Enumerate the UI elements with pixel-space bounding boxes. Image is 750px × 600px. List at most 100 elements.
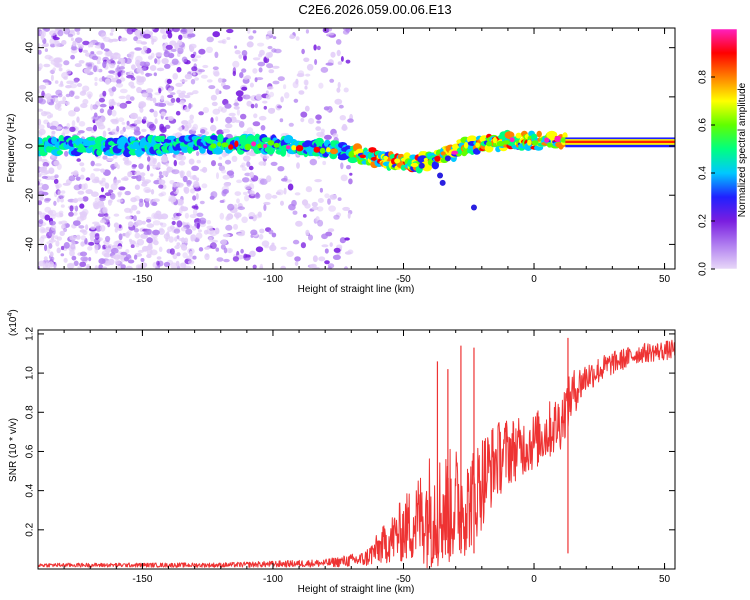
noise-speckle — [125, 249, 130, 254]
noise-speckle — [210, 117, 214, 124]
noise-speckle — [44, 197, 52, 202]
noise-speckle — [58, 67, 63, 72]
noise-speckle — [53, 178, 59, 185]
noise-speckle — [53, 40, 61, 48]
noise-speckle — [252, 264, 257, 269]
noise-speckle — [112, 154, 118, 159]
noise-speckle — [242, 177, 250, 183]
noise-speckle — [106, 157, 114, 162]
noise-speckle — [246, 161, 251, 168]
noise-speckle — [152, 220, 161, 226]
noise-speckle — [251, 131, 256, 136]
noise-speckle — [72, 40, 77, 47]
noise-speckle — [175, 110, 181, 116]
noise-speckle — [172, 182, 178, 188]
noise-speckle — [44, 214, 51, 221]
noise-speckle — [144, 189, 152, 193]
noise-speckle — [141, 128, 147, 133]
noise-speckle — [186, 255, 194, 260]
noise-speckle — [79, 162, 85, 167]
noise-speckle — [308, 234, 313, 241]
noise-speckle — [43, 165, 48, 171]
noise-speckle — [271, 232, 277, 238]
noise-speckle — [41, 90, 45, 98]
noise-speckle — [235, 214, 240, 220]
noise-speckle — [62, 128, 70, 135]
noise-speckle — [60, 220, 68, 225]
noise-speckle — [325, 62, 334, 66]
noise-speckle — [146, 223, 155, 228]
noise-speckle — [263, 105, 267, 110]
noise-speckle — [165, 124, 171, 129]
noise-speckle — [190, 53, 196, 59]
noise-speckle — [73, 184, 82, 191]
noise-speckle — [212, 66, 219, 70]
noise-speckle — [130, 244, 135, 248]
noise-speckle — [243, 254, 251, 261]
noise-speckle — [119, 88, 128, 94]
noise-speckle — [170, 48, 177, 53]
noise-speckle — [50, 120, 59, 128]
noise-speckle — [178, 34, 183, 40]
noise-speckle — [305, 186, 313, 193]
noise-speckle — [266, 63, 274, 69]
noise-speckle — [237, 232, 245, 237]
noise-speckle — [170, 262, 178, 269]
noise-speckle — [341, 125, 348, 131]
noise-speckle — [190, 234, 197, 240]
noise-speckle — [110, 52, 115, 59]
ridge-core — [394, 158, 401, 164]
noise-speckle — [174, 215, 180, 220]
noise-speckle — [196, 232, 203, 239]
y-tick-label: 40 — [25, 42, 36, 54]
noise-speckle — [177, 39, 183, 46]
noise-speckle — [77, 44, 84, 49]
noise-speckle — [82, 85, 90, 92]
noise-speckle — [38, 124, 45, 130]
noise-speckle — [92, 201, 99, 208]
noise-speckle — [178, 155, 187, 161]
noise-speckle — [206, 79, 213, 83]
noise-speckle — [311, 206, 319, 211]
noise-speckle — [216, 257, 224, 262]
noise-speckle — [266, 175, 272, 183]
noise-speckle — [74, 95, 80, 100]
noise-speckle — [105, 60, 111, 66]
noise-speckle — [151, 201, 158, 206]
noise-speckle — [186, 180, 193, 185]
noise-speckle — [143, 33, 151, 39]
noise-speckle — [343, 87, 349, 93]
noise-speckle — [321, 233, 328, 240]
noise-speckle — [305, 229, 310, 236]
noise-speckle — [60, 245, 65, 251]
noise-speckle — [111, 109, 117, 117]
noise-speckle — [93, 65, 98, 73]
noise-speckle — [70, 54, 75, 60]
noise-speckle — [131, 204, 138, 211]
noise-speckle — [143, 64, 150, 67]
noise-speckle — [202, 64, 209, 69]
noise-speckle — [57, 190, 61, 197]
noise-speckle — [316, 120, 321, 124]
noise-speckle — [110, 247, 119, 254]
spectrogram-xlabel: Height of straight line (km) — [298, 284, 415, 295]
noise-speckle — [272, 80, 280, 85]
noise-speckle — [93, 168, 101, 172]
spectrogram-marks — [38, 28, 675, 269]
noise-speckle — [138, 200, 144, 208]
noise-speckle — [241, 86, 248, 91]
noise-speckle — [104, 78, 111, 85]
noise-speckle — [63, 60, 70, 66]
ridge-blob — [329, 152, 338, 160]
ridge-core — [234, 140, 239, 148]
noise-speckle — [199, 200, 205, 205]
noise-speckle — [136, 210, 141, 215]
x-tick-label: 0 — [531, 574, 537, 585]
noise-speckle — [328, 205, 336, 212]
noise-speckle — [94, 163, 102, 167]
noise-speckle — [240, 113, 247, 120]
noise-speckle — [237, 206, 245, 211]
noise-speckle — [259, 263, 263, 269]
noise-speckle — [267, 45, 273, 50]
noise-speckle — [217, 106, 224, 112]
